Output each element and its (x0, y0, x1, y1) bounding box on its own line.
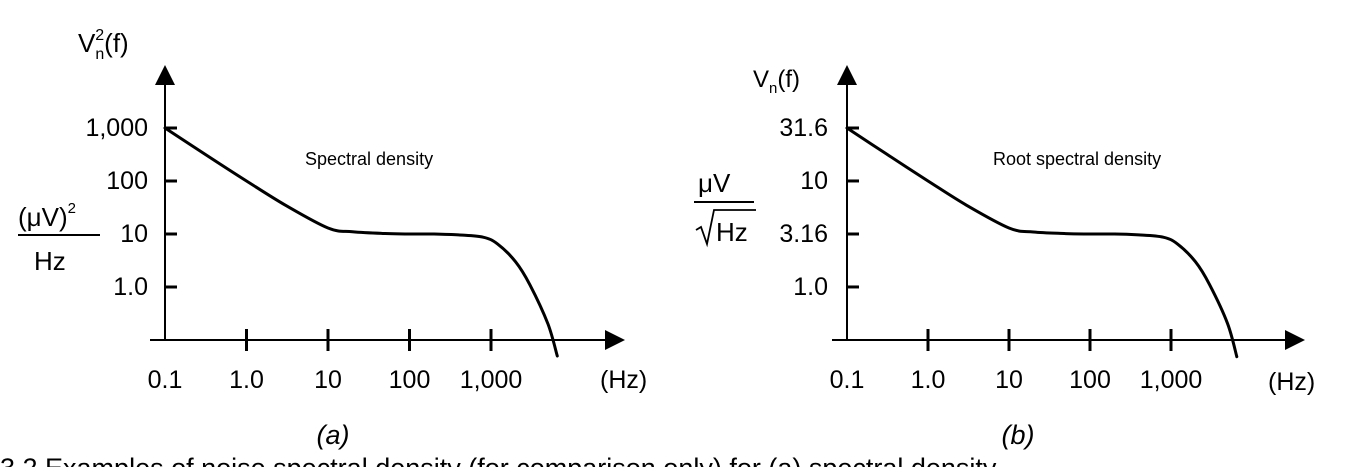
chart-b-x-tick-label: 100 (1069, 366, 1111, 394)
chart-a-x-tick-label: 0.1 (148, 366, 183, 394)
chart-a-yunit-denominator: Hz (34, 246, 66, 276)
chart-a-title: Spectral density (305, 149, 433, 169)
chart-a-series-line (163, 126, 559, 358)
chart-a-x-tick-label: 10 (314, 366, 342, 394)
chart-a-y-tick-label: 10 (120, 220, 148, 248)
chart-a-y-tick-label: 100 (106, 167, 148, 195)
chart-a-y-arrow (155, 65, 175, 85)
caption-fragment: 3.2 Examples of noise spectral density (… (0, 453, 997, 467)
chart-b-y-tick-label: 31.6 (779, 114, 828, 142)
chart-a-panel-label: (a) (317, 420, 350, 450)
chart-a-x-arrow (605, 330, 625, 350)
chart-b-title: Root spectral density (993, 149, 1161, 169)
chart-b-x-tick-label: 0.1 (830, 366, 865, 394)
chart-a-y-tick-label: 1.0 (113, 273, 148, 301)
chart-a-yunit-numerator: (μV)2 (18, 200, 76, 232)
chart-b-yunit-sqrt-sign (695, 209, 756, 248)
chart-a-x-tick-label: 1,000 (460, 366, 523, 394)
chart-b-x-arrow (1285, 330, 1305, 350)
chart-b-y-arrow (837, 65, 857, 85)
chart-a-xlabel: (Hz) (600, 366, 647, 394)
chart-b-x-tick-label: 10 (995, 366, 1023, 394)
chart-b-y-tick-label: 1.0 (793, 273, 828, 301)
chart-b-y-tick-label: 10 (800, 167, 828, 195)
chart-b-yunit-numerator: μV (698, 168, 731, 198)
chart-a: 0.1 1.0 10 100 1,000 1,000 100 10 1.0 Vn2(f) (μ… (18, 27, 647, 450)
chart-a-y-tick-label: 1,000 (85, 114, 148, 142)
chart-b-yunit-denominator: Hz (716, 217, 748, 247)
chart-a-x-tick-label: 1.0 (229, 366, 264, 394)
chart-b-y-tick-label: 3.16 (779, 220, 828, 248)
chart-b-ylabel: Vn(f) (753, 66, 800, 97)
chart-b-panel-label: (b) (1002, 420, 1035, 450)
chart-b-x-tick-label: 1.0 (911, 366, 946, 394)
chart-a-ylabel: Vn2(f) (78, 27, 129, 63)
chart-a-x-tick-label: 100 (389, 366, 431, 394)
chart-b-x-tick-label: 1,000 (1140, 366, 1203, 394)
chart-b-xlabel: (Hz) (1268, 368, 1315, 396)
chart-b-series-line (845, 126, 1239, 359)
